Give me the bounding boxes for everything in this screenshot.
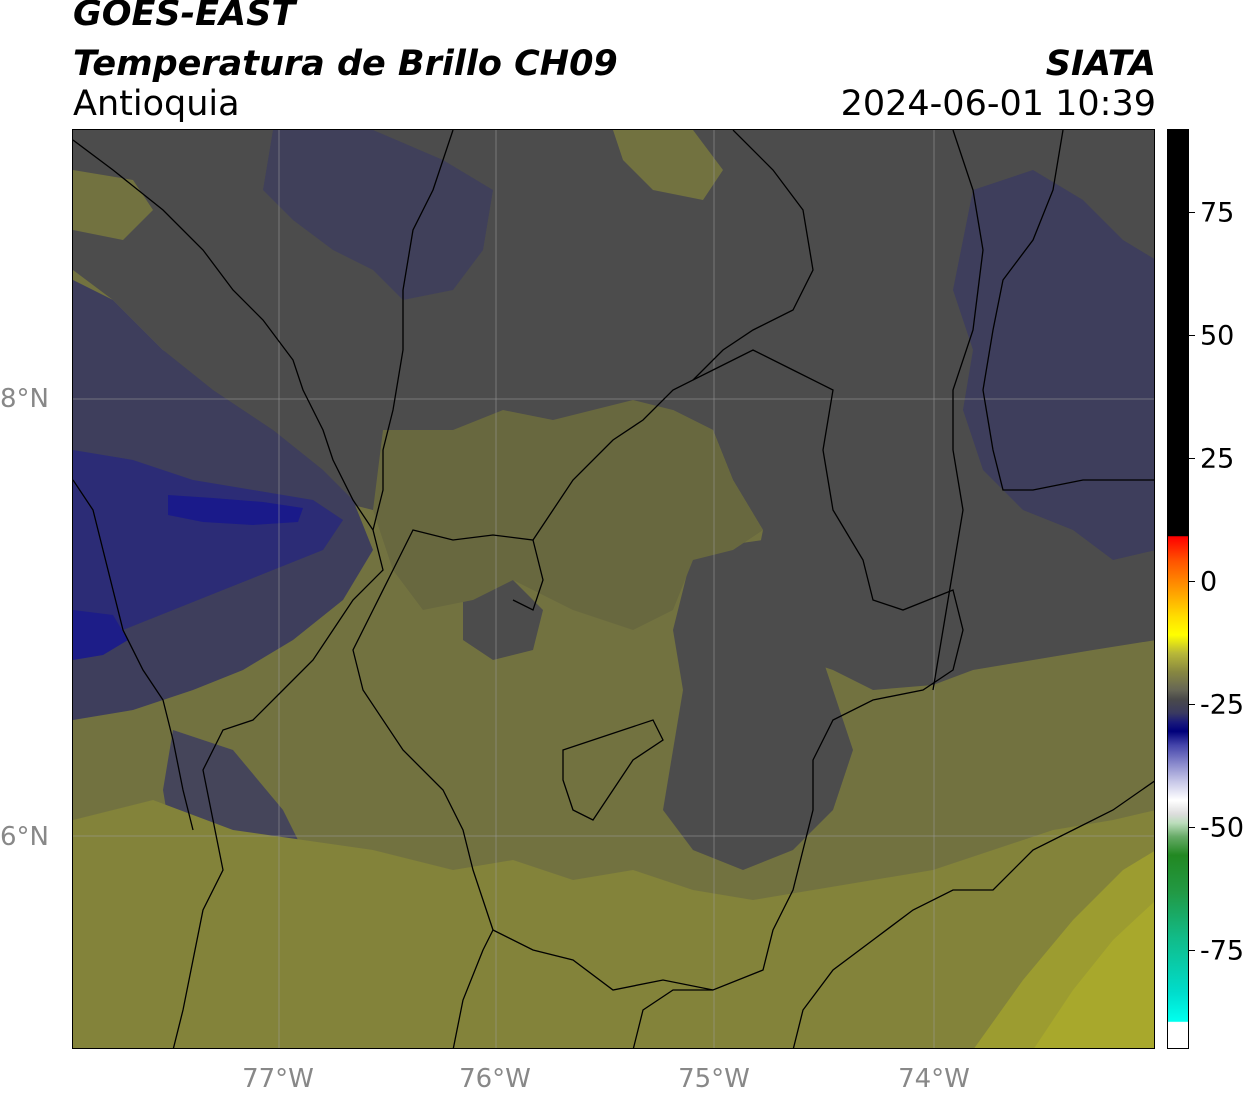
boundary-south-b [632,989,713,1048]
boundary-south-a [452,929,494,1048]
coastline [73,139,384,1048]
boundary-far-east [982,130,1154,491]
boundary-north [372,130,454,531]
colorbar-tick-label: 25 [1200,443,1235,475]
colorbar-tick-mark [1189,949,1195,952]
field-navy-west [73,610,128,660]
colorbar-tick-mark [1189,703,1195,706]
lon-tick-74w: 74°W [898,1064,970,1094]
map-panel [72,129,1155,1049]
brightness-temperature-map [73,130,1154,1048]
colorbar-tick-label: 75 [1200,197,1235,229]
field-olive-mid [373,400,763,630]
boundary-antioquia [352,349,964,991]
boundary-south-c [792,780,1154,1048]
product-title: Temperatura de Brillo CH09 [73,44,618,84]
timestamp-label: 2024-06-01 10:39 [840,84,1156,124]
lon-tick-76w: 76°W [459,1064,531,1094]
colorbar [1167,129,1189,1049]
lat-tick-8n: 8°N [0,384,49,414]
colorbar-tick-mark [1189,457,1195,460]
lon-tick-75w: 75°W [678,1064,750,1094]
coastline-west [73,479,194,831]
gridlines [73,130,1154,1048]
colorbar-tick-label: -25 [1200,689,1245,721]
colorbar-tick-label: 50 [1200,320,1235,352]
field-olive-lightnorth [613,130,723,200]
satellite-title: GOES-EAST [73,0,296,34]
colorbar-tick-label: -50 [1200,812,1245,844]
lon-tick-77w: 77°W [242,1064,314,1094]
region-title: Antioquia [73,84,240,124]
field-navy-core [168,495,303,525]
colorbar-tick-mark [1189,580,1195,583]
field-olive-se-brighter [1034,901,1154,1048]
colorbar-tick-label: 0 [1200,566,1218,598]
boundary-east [932,130,984,691]
brand-label: SIATA [1045,44,1156,84]
colorbar-tick-mark [1189,334,1195,337]
boundary-medellin [562,719,664,821]
colorbar-tick-mark [1189,826,1195,829]
field-blue-core [73,450,343,640]
field-slateblue-ne [953,170,1154,560]
colorbar-tick-label: -75 [1200,935,1245,967]
field-olive-nw [73,170,153,240]
boundaries [73,130,1154,1048]
lat-tick-6n: 6°N [0,822,49,852]
boundary-internal [512,539,544,611]
boundary-ne [692,130,814,381]
field-grey-patch [463,580,543,660]
colorbar-tick-mark [1189,211,1195,214]
field-grey-center [663,540,853,870]
field-olive-south [73,800,1154,1048]
field-slateblue-north [263,130,493,300]
